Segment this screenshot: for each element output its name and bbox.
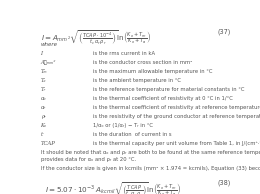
Text: Tₐ: Tₐ [41,78,46,83]
Text: is the resistivity of the ground conductor at reference temperature Tᵣ in μΩ·cm: is the resistivity of the ground conduct… [93,114,260,119]
Text: αᵣ: αᵣ [41,105,46,110]
Text: provides data for αₒ and ρᵣ at 20 °C.: provides data for αₒ and ρᵣ at 20 °C. [41,157,136,162]
Text: It should be noted that αₒ and ρᵣ are both to be found at the same reference tem: It should be noted that αₒ and ρᵣ are bo… [41,150,260,155]
Text: If the conductor size is given in kcmils (mm² × 1.974 = kcmils), Equation (33) b: If the conductor size is given in kcmils… [41,166,260,171]
Text: tᶜ: tᶜ [41,132,44,137]
Text: is the reference temperature for material constants in °C: is the reference temperature for materia… [93,87,244,92]
Text: is the duration  of current in s: is the duration of current in s [93,132,172,137]
Text: (37): (37) [218,29,231,35]
Text: is the thermal capacity per unit volume from Table 1, in J/(cm³·°C) (further def: is the thermal capacity per unit volume … [93,140,260,146]
Text: $I = A_{mm^2}\sqrt{\left(\frac{TCAP \cdot 10^{-4}}{t_c\,\alpha_r\,\rho_r}\right): $I = A_{mm^2}\sqrt{\left(\frac{TCAP \cdo… [41,29,151,47]
Text: αₒ: αₒ [41,96,46,101]
Text: ρᵣ: ρᵣ [41,114,46,119]
Text: (38): (38) [218,180,231,186]
Text: I: I [41,51,43,56]
Text: Tₘ: Tₘ [41,69,47,74]
Text: is the thermal coefficient of resistivity at 0 °C in 1/°C: is the thermal coefficient of resistivit… [93,96,233,101]
Text: $I = 5.07 \cdot 10^{-3}\,A_{kcmil}\sqrt{\left(\frac{TCAP}{t_c\,\alpha_r\,\rho_r}: $I = 5.07 \cdot 10^{-3}\,A_{kcmil}\sqrt{… [45,180,181,194]
Text: is the ambient temperature in °C: is the ambient temperature in °C [93,78,181,83]
Text: where: where [41,42,57,47]
Text: Tᵣ: Tᵣ [41,87,46,92]
Text: is the maximum allowable temperature in °C: is the maximum allowable temperature in … [93,69,212,74]
Text: TCAP: TCAP [41,140,55,146]
Text: A₝ₘₘ²: A₝ₘₘ² [41,60,56,65]
Text: 1/αₒ or (1/αᵣ) − Tᵣ in °C: 1/αₒ or (1/αᵣ) − Tᵣ in °C [93,123,153,128]
Text: Kₒ: Kₒ [41,123,47,128]
Text: is the conductor cross section in mm²: is the conductor cross section in mm² [93,60,192,65]
Text: is the rms current in kA: is the rms current in kA [93,51,155,56]
Text: is the thermal coefficient of resistivity at reference temperature Tᵣ in 1/°C: is the thermal coefficient of resistivit… [93,105,260,110]
